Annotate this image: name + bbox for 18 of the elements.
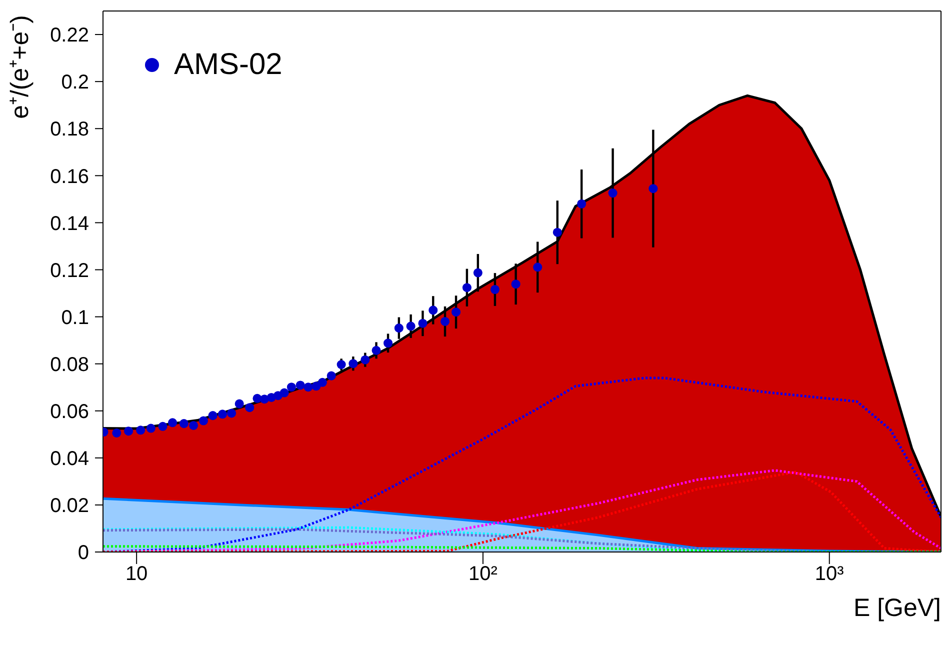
y-tick-label: 0.22: [50, 24, 89, 47]
y-axis-title: e⁺/(e⁺+e⁻): [6, 15, 34, 119]
x-tick-label: 10²: [468, 563, 498, 586]
y-tick-label: 0.2: [61, 72, 89, 94]
legend-label: AMS-02: [174, 48, 282, 82]
x-axis-title: E [GeV]: [853, 594, 941, 622]
y-tick-label: 0.1: [61, 306, 89, 329]
x-tick-label: 10: [125, 563, 148, 586]
y-tick-label: 0.14: [50, 212, 89, 235]
y-tick-label: 0.08: [50, 354, 89, 376]
y-tick-label: 0.06: [50, 400, 89, 423]
y-tick-label: 0.18: [50, 118, 89, 141]
y-tick-label: 0.04: [50, 448, 89, 470]
x-tick-label: 10³: [814, 563, 844, 586]
y-tick-label: 0.16: [50, 166, 89, 188]
y-tick-label: 0.12: [50, 260, 89, 282]
y-tick-label: 0: [78, 542, 89, 564]
y-tick-label: 0.02: [50, 495, 89, 518]
